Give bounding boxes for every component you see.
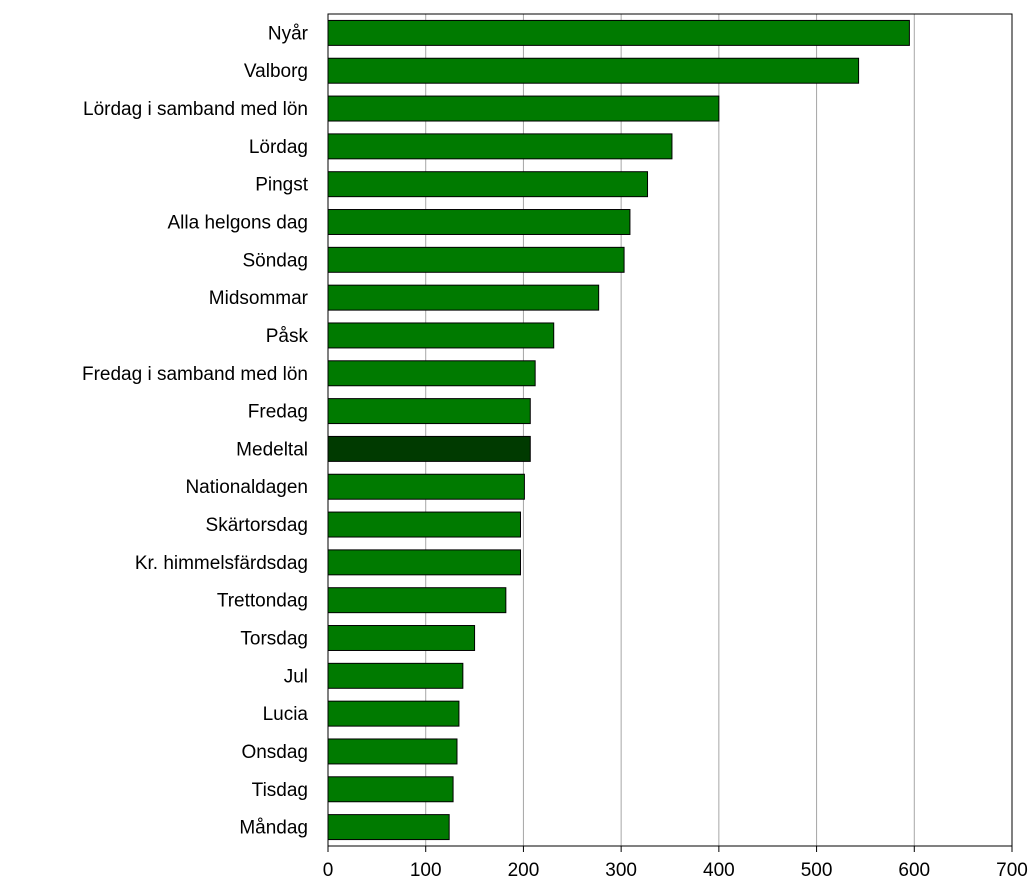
bar-20 (327, 776, 454, 803)
bar-16 (327, 625, 476, 651)
category-label-1: Valborg (244, 61, 308, 82)
plot-area-frame (327, 13, 1013, 847)
x-tick-label-7: 700 (996, 860, 1028, 881)
bar-10 (327, 398, 531, 425)
category-label-3: Lördag (249, 137, 308, 158)
bar-1 (327, 57, 860, 84)
bar-18 (327, 700, 460, 727)
category-label-16: Torsdag (240, 629, 308, 650)
category-label-6: Söndag (242, 250, 308, 271)
category-label-4: Pingst (255, 175, 309, 196)
category-label-13: Skärtorsdag (206, 515, 308, 536)
bar-9 (327, 360, 536, 387)
bar-5 (327, 209, 631, 235)
bar-7 (327, 284, 600, 311)
bar-6 (327, 246, 625, 273)
bar-0 (327, 19, 910, 46)
category-label-9: Fredag i samband med lön (82, 364, 308, 385)
category-label-11: Medeltal (236, 439, 308, 460)
x-tick-label-3: 300 (605, 860, 637, 881)
bars (327, 19, 910, 841)
bar-21 (327, 814, 450, 841)
category-label-2: Lördag i samband med lön (83, 99, 308, 120)
category-label-8: Påsk (266, 326, 309, 347)
x-tick-label-6: 600 (898, 860, 930, 881)
category-label-5: Alla helgons dag (168, 213, 309, 234)
category-label-14: Kr. himmelsfärdsdag (135, 553, 308, 574)
bar-11 (327, 435, 531, 462)
category-label-18: Lucia (263, 704, 309, 725)
bar-8 (327, 322, 555, 349)
bar-14 (327, 549, 521, 576)
category-label-15: Trettondag (217, 591, 308, 612)
bar-2 (327, 95, 720, 122)
category-label-7: Midsommar (209, 288, 309, 309)
category-label-21: Måndag (239, 818, 308, 839)
x-tick-label-4: 400 (703, 860, 735, 881)
x-tick-label-2: 200 (508, 860, 540, 881)
x-axis: 0 100 200 300 400 500 600 700 (323, 846, 1028, 881)
category-label-19: Onsdag (241, 742, 308, 763)
bar-17 (327, 662, 464, 689)
category-label-20: Tisdag (252, 780, 308, 801)
bar-15 (327, 587, 507, 614)
category-label-0: Nyår (268, 23, 309, 44)
category-label-10: Fredag (248, 402, 308, 423)
x-tick-label-0: 0 (323, 860, 334, 881)
bar-19 (327, 738, 458, 765)
x-tick-label-5: 500 (801, 860, 833, 881)
bar-4 (327, 171, 649, 198)
category-label-12: Nationaldagen (185, 477, 308, 498)
category-labels: Nyår Valborg Lördag i samband med lön Lörda… (82, 23, 309, 838)
x-tick-label-1: 100 (410, 860, 442, 881)
bar-13 (327, 511, 521, 538)
bar-3 (327, 133, 673, 160)
category-label-17: Jul (284, 666, 308, 687)
bar-12 (327, 473, 525, 500)
